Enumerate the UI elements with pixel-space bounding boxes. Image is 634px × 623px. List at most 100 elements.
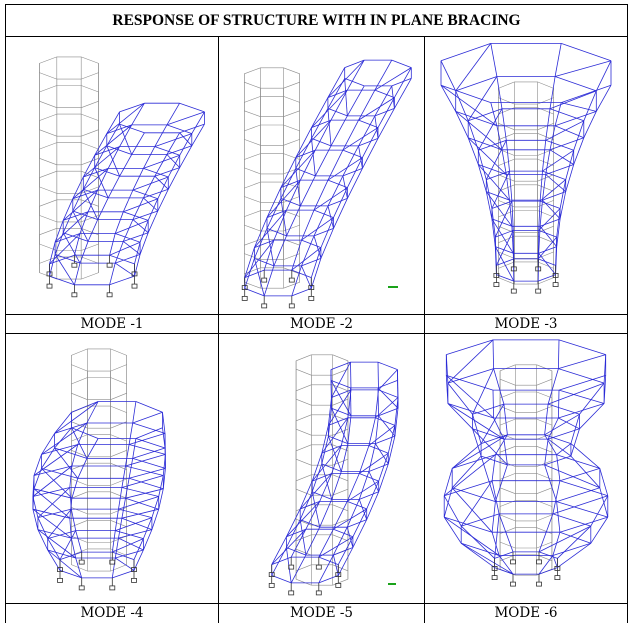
- m6-deformed-column: [445, 354, 449, 384]
- m1-deformed-column: [79, 241, 89, 264]
- m4-deformed-brace: [132, 458, 166, 469]
- m3-deformed-column: [559, 179, 567, 209]
- m3-deformed-column: [549, 76, 556, 109]
- table-border-left: [5, 4, 6, 623]
- m6-deformed-column: [599, 487, 609, 518]
- m4-deformed-brace: [54, 401, 99, 434]
- m6-undeformed-floor-beam: [536, 514, 553, 522]
- m6-undeformed-floor-beam: [499, 473, 516, 480]
- m4-deformed-floor-beam: [54, 447, 88, 459]
- m1-deformed-floor-beam: [119, 123, 145, 134]
- m3-deformed-column: [539, 200, 543, 227]
- m3-deformed-column: [565, 150, 575, 180]
- m4-deformed-brace: [125, 454, 166, 467]
- m4-deformed-floor-beam: [115, 549, 144, 559]
- m6-deformed-brace: [558, 389, 605, 404]
- m1-deformed-floor-beam: [109, 275, 135, 286]
- m2-undeformed-floor-beam: [283, 153, 300, 160]
- m2-support: [308, 285, 315, 291]
- m2-deformed-column: [263, 265, 275, 297]
- m2-deformed-column: [314, 145, 332, 177]
- m1-deformed-column: [72, 176, 84, 199]
- m2-deformed-brace: [311, 138, 316, 176]
- m3-deformed-column: [467, 120, 479, 151]
- m2-deformed-column: [254, 228, 268, 259]
- m4-deformed-column: [70, 538, 77, 559]
- m2-support: [261, 277, 268, 283]
- m4-deformed-brace: [59, 530, 77, 560]
- m3-deformed-column: [537, 230, 540, 259]
- m1-deformed-column: [119, 154, 133, 177]
- m5-deformed-floor-beam: [375, 435, 396, 444]
- m4-deformed-brace: [115, 557, 135, 571]
- m2-deformed-brace: [358, 97, 395, 121]
- m6-deformed-column: [603, 375, 607, 404]
- m2-deformed-floor-beam: [301, 239, 322, 248]
- m5-deformed-column: [330, 369, 332, 398]
- m5-support: [288, 590, 295, 596]
- m1-deformed-floor-beam: [109, 254, 135, 265]
- m6-undeformed-floor-beam: [499, 378, 516, 386]
- m5-deformed-brace: [378, 369, 398, 391]
- table-rule: [5, 333, 628, 334]
- m1-undeformed-floor-beam: [39, 243, 57, 251]
- m1-support: [106, 292, 113, 298]
- m2-deformed-brace: [301, 265, 312, 289]
- m5-undeformed-floor-beam: [295, 368, 312, 376]
- m3-undeformed-floor-beam: [537, 133, 554, 141]
- m3-deformed-brace: [549, 90, 597, 110]
- m2-deformed-floor-beam: [266, 209, 287, 218]
- m1-deformed-column: [54, 220, 64, 243]
- m2-deformed-column: [313, 205, 329, 237]
- m3-deformed-brace: [440, 84, 498, 127]
- m4-deformed-floor-beam: [59, 551, 82, 560]
- m4-deformed-column: [71, 444, 79, 467]
- m5-undeformed-floor-beam: [295, 414, 312, 422]
- m2-deformed-floor-beam: [313, 228, 334, 237]
- m5-deformed-brace: [331, 408, 349, 444]
- m3-deformed-floor-beam: [538, 258, 556, 266]
- m2-undeformed-floor-beam: [283, 139, 300, 146]
- m6-deformed-column: [547, 368, 559, 405]
- m2-support: [241, 295, 248, 301]
- m4-deformed-column: [125, 478, 130, 499]
- m2-deformed-column: [254, 217, 268, 248]
- m4-deformed-column: [69, 498, 73, 519]
- m6-deformed-column: [544, 434, 557, 455]
- m6-deformed-column: [552, 480, 561, 514]
- m5-deformed-floor-beam: [330, 380, 351, 389]
- m3-deformed-brace: [494, 200, 513, 238]
- m6-deformed-brace: [446, 375, 494, 419]
- m3-support: [493, 272, 500, 278]
- m6-support: [510, 559, 516, 565]
- m1-deformed-brace: [132, 219, 149, 234]
- m6-deformed-column: [558, 339, 560, 369]
- m5-deformed-column: [328, 397, 332, 426]
- m3-deformed-column: [556, 208, 561, 238]
- m6-undeformed-floor-beam: [499, 460, 516, 467]
- m5-deformed-brace: [377, 387, 399, 409]
- m2-deformed-brace: [391, 85, 395, 109]
- m2-deformed-floor-beam: [327, 179, 348, 188]
- m2-deformed-brace: [266, 228, 275, 266]
- m5-deformed-column: [340, 443, 349, 472]
- m6-undeformed-floor-beam: [499, 391, 516, 399]
- m3-deformed-column: [496, 76, 503, 109]
- m4-deformed-column: [162, 412, 166, 434]
- m2-deformed-floor-beam: [244, 269, 265, 278]
- m3-deformed-brace: [491, 218, 514, 254]
- m2-deformed-floor-beam: [295, 149, 316, 158]
- m4-undeformed-floor-beam: [110, 377, 127, 385]
- m3-deformed-column: [583, 90, 597, 121]
- m5-deformed-column: [368, 443, 376, 472]
- table-rule: [5, 314, 628, 315]
- m4-undeformed-floor-beam: [110, 434, 127, 442]
- m6-deformed-floor-beam: [452, 487, 496, 502]
- m4-deformed-brace: [71, 427, 88, 459]
- m4-deformed-column: [70, 509, 77, 531]
- m5-deformed-brace: [378, 415, 396, 437]
- m3-deformed-brace: [485, 140, 507, 180]
- m5-undeformed-floor-beam: [332, 398, 349, 406]
- m2-undeformed-floor-beam: [283, 253, 300, 260]
- m3-deformed-column: [509, 171, 513, 202]
